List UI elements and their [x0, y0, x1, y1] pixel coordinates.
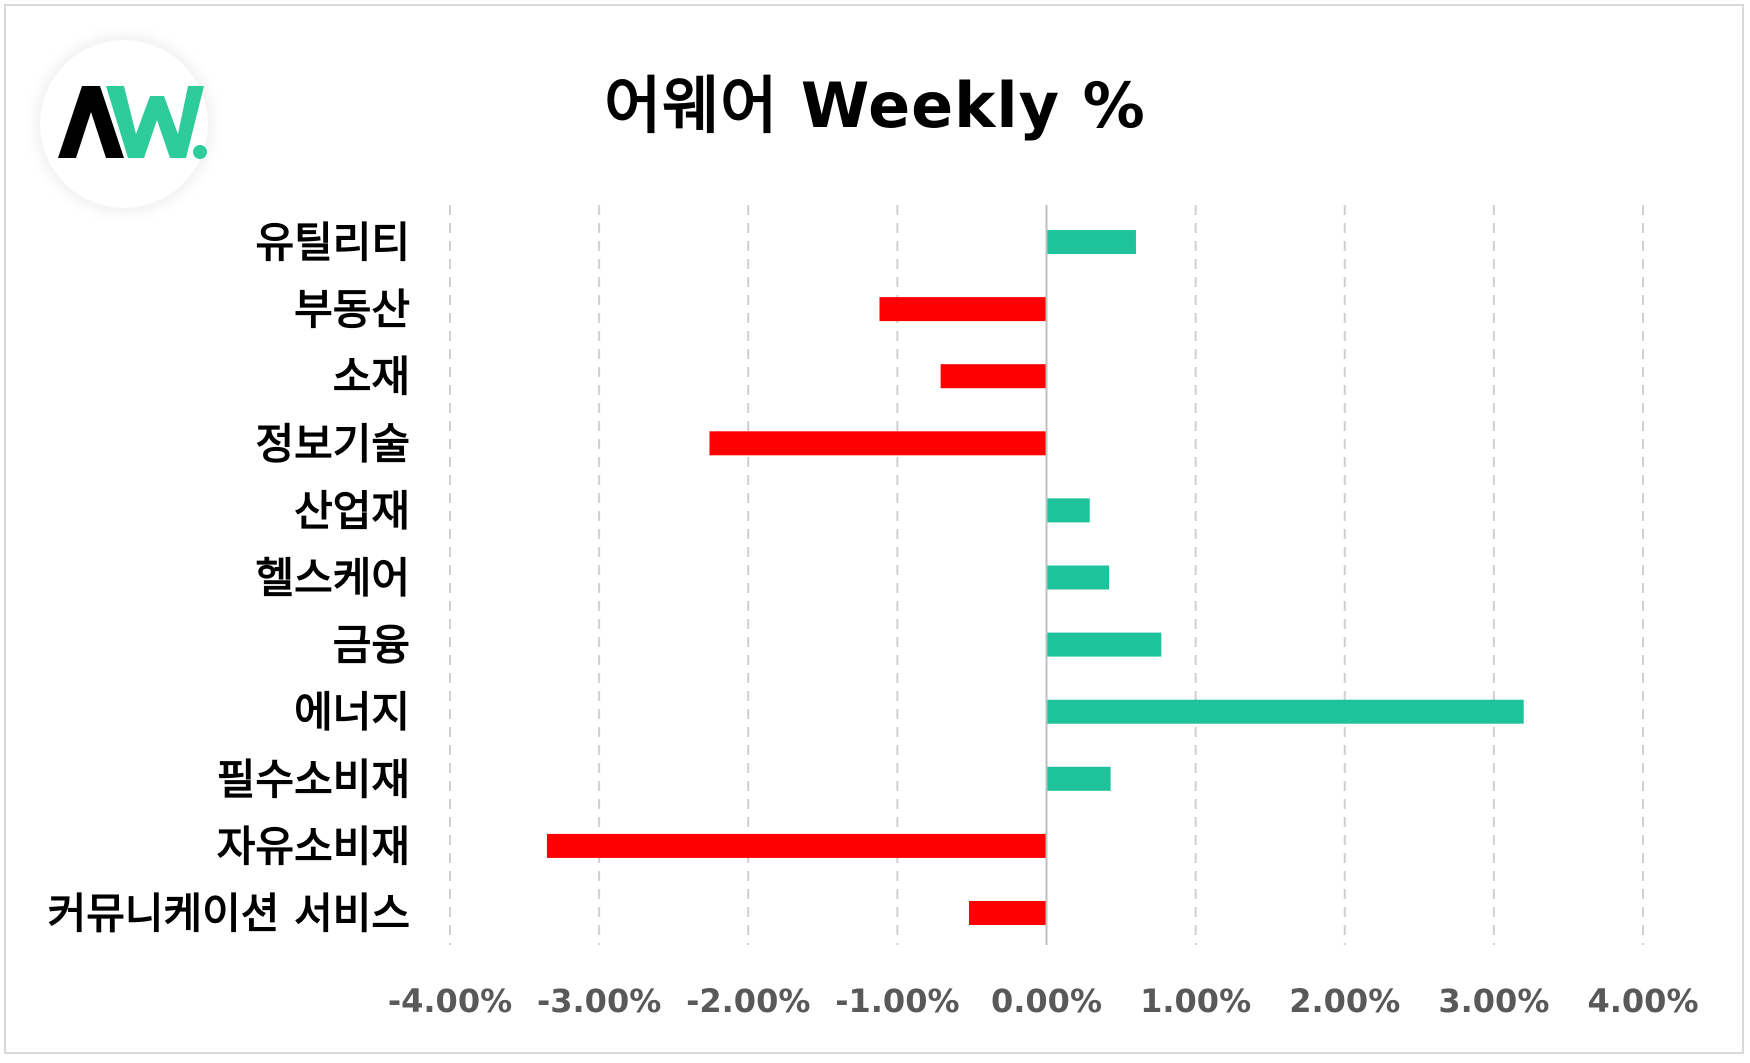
- bar: [709, 431, 1047, 456]
- x-tick-label: 3.00%: [1438, 982, 1549, 1020]
- category-label: 헬스케어: [255, 554, 410, 603]
- x-tick-label: -2.00%: [686, 982, 810, 1020]
- category-label: 금융: [333, 621, 410, 670]
- category-label: 에너지: [294, 688, 410, 737]
- bar: [940, 364, 1047, 389]
- category-label: 자유소비재: [217, 822, 410, 871]
- x-tick-label: 0.00%: [991, 982, 1102, 1020]
- chart-title: 어웨어 Weekly %: [604, 69, 1146, 142]
- category-label: 소재: [333, 352, 410, 401]
- logo-letter-a: [58, 86, 124, 158]
- chart-frame: [4, 4, 1744, 1054]
- x-tick-label: 1.00%: [1140, 982, 1251, 1020]
- x-tick-label: 2.00%: [1289, 982, 1400, 1020]
- bar: [1046, 766, 1111, 791]
- category-label: 커뮤니케이션 서비스: [48, 889, 410, 938]
- bar: [968, 901, 1047, 925]
- aw-logo-mark: [58, 86, 207, 159]
- logo-letter-w: [106, 86, 204, 158]
- bar: [1046, 699, 1524, 724]
- bar: [1046, 498, 1090, 523]
- category-label: 부동산: [294, 285, 410, 334]
- x-tick-label: 4.00%: [1587, 982, 1698, 1020]
- category-label: 정보기술: [255, 419, 410, 468]
- bar: [1046, 632, 1162, 657]
- x-tick-label: -4.00%: [388, 982, 512, 1020]
- bar: [879, 297, 1047, 322]
- category-label: 산업재: [294, 486, 410, 535]
- bar: [546, 833, 1047, 858]
- bar: [1046, 230, 1136, 254]
- aw-logo: [40, 40, 208, 208]
- x-tick-label: -3.00%: [537, 982, 661, 1020]
- bar: [1046, 565, 1110, 590]
- logo-dot: [193, 145, 207, 159]
- category-label: 필수소비재: [217, 755, 410, 804]
- category-label: 유틸리티: [255, 218, 410, 267]
- x-tick-label: -1.00%: [835, 982, 959, 1020]
